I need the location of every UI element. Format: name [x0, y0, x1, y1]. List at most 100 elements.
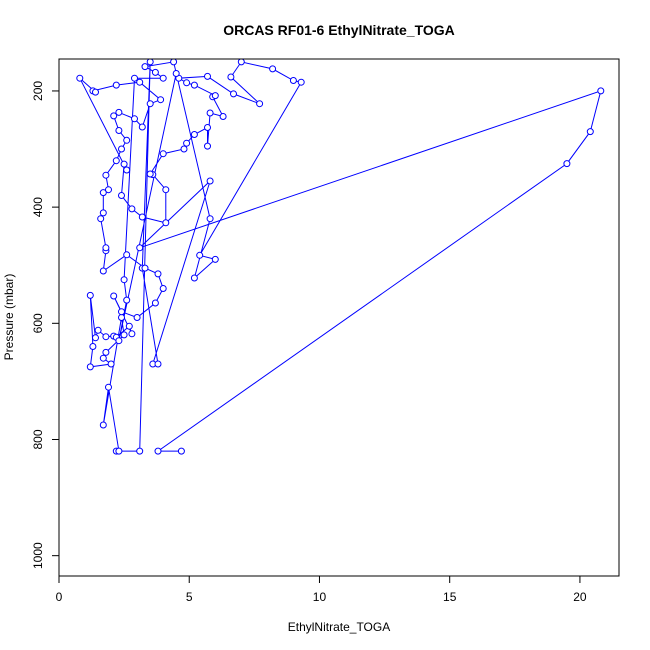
data-point: [102, 333, 110, 341]
data-point: [99, 209, 107, 217]
data-point: [157, 96, 165, 104]
y-tick-label: 200: [31, 81, 45, 101]
data-point: [115, 447, 123, 455]
data-point: [219, 113, 227, 120]
x-tick-label: 10: [313, 590, 327, 604]
data-point: [586, 128, 594, 136]
data-point: [190, 131, 198, 138]
x-tick-label: 20: [573, 590, 587, 604]
data-point: [94, 326, 102, 334]
data-point: [118, 192, 125, 199]
data-point: [138, 213, 146, 221]
data-point: [204, 142, 211, 150]
data-point: [151, 299, 159, 307]
data-point: [92, 334, 99, 342]
data-point: [110, 292, 118, 300]
data-point: [230, 90, 237, 98]
data-point: [99, 421, 107, 429]
data-point: [118, 314, 125, 321]
data-point: [102, 171, 110, 179]
data-point: [172, 70, 180, 77]
data-point: [204, 124, 211, 131]
data-point: [99, 354, 107, 362]
data-point: [289, 77, 297, 84]
data-point: [123, 296, 131, 304]
data-point: [180, 145, 188, 153]
data-point: [211, 255, 219, 263]
data-point: [183, 79, 191, 87]
data-point: [131, 115, 138, 123]
x-tick-label: 15: [443, 590, 457, 604]
data-point: [206, 177, 214, 185]
data-point: [89, 343, 97, 350]
data-point: [138, 123, 146, 131]
chart-title: ORCAS RF01-6 EthylNitrate_TOGA: [223, 22, 455, 38]
x-tick-label: 5: [186, 590, 193, 604]
data-point: [115, 127, 123, 134]
data-point: [115, 108, 123, 116]
data-point: [269, 65, 277, 73]
data-point: [136, 244, 144, 252]
data-point: [123, 166, 131, 174]
data-point: [86, 363, 94, 371]
data-point: [136, 447, 144, 455]
data-point: [146, 59, 154, 66]
data-point: [141, 264, 149, 272]
data-point: [92, 88, 99, 96]
data-point: [211, 92, 219, 100]
y-axis-label: Pressure (mbar): [2, 274, 16, 361]
data-point: [170, 59, 178, 66]
y-axis: 200 400 600 800 1000: [31, 81, 60, 569]
data-point: [177, 447, 185, 455]
data-point: [125, 322, 133, 330]
data-point: [162, 219, 170, 227]
data-point: [563, 160, 571, 168]
data-point: [105, 186, 112, 194]
y-tick-label: 600: [31, 313, 45, 333]
data-point: [131, 74, 138, 82]
data-point: [162, 186, 170, 194]
data-point: [237, 59, 245, 66]
data-point: [123, 251, 131, 259]
data-point: [136, 78, 144, 86]
data-point: [112, 81, 120, 89]
data-point: [146, 170, 154, 178]
data-point: [154, 270, 162, 278]
x-axis-label: EthylNitrate_TOGA: [288, 620, 390, 634]
data-point: [297, 78, 305, 86]
data-point: [141, 63, 149, 71]
data-point: [115, 337, 123, 345]
data-point: [128, 330, 136, 338]
data-point: [107, 360, 115, 368]
x-tick-label: 0: [56, 590, 63, 604]
data-point: [99, 267, 107, 275]
data-point: [99, 189, 107, 197]
data-point: [76, 74, 84, 82]
data-point: [133, 314, 141, 321]
data-point: [120, 160, 128, 168]
data-point: [118, 308, 125, 316]
data-point: [183, 139, 191, 147]
data-point: [105, 383, 112, 391]
data-point: [120, 276, 128, 284]
data-point: [112, 157, 120, 165]
data-point: [227, 73, 235, 81]
x-axis: 0 5 10 15 20: [56, 575, 587, 604]
data-point: [190, 274, 198, 282]
data-point: [159, 285, 167, 292]
data-point: [159, 150, 167, 158]
data-point: [204, 72, 211, 80]
data-point: [154, 360, 162, 368]
data-point: [86, 291, 94, 299]
data-point: [256, 100, 264, 108]
data-point: [118, 145, 125, 153]
plot-area: [76, 59, 605, 455]
data-point: [154, 447, 162, 455]
data-point: [206, 215, 214, 223]
data-point: [110, 112, 118, 120]
data-point: [120, 331, 128, 339]
data-point: [128, 205, 136, 213]
data-point: [159, 74, 167, 82]
